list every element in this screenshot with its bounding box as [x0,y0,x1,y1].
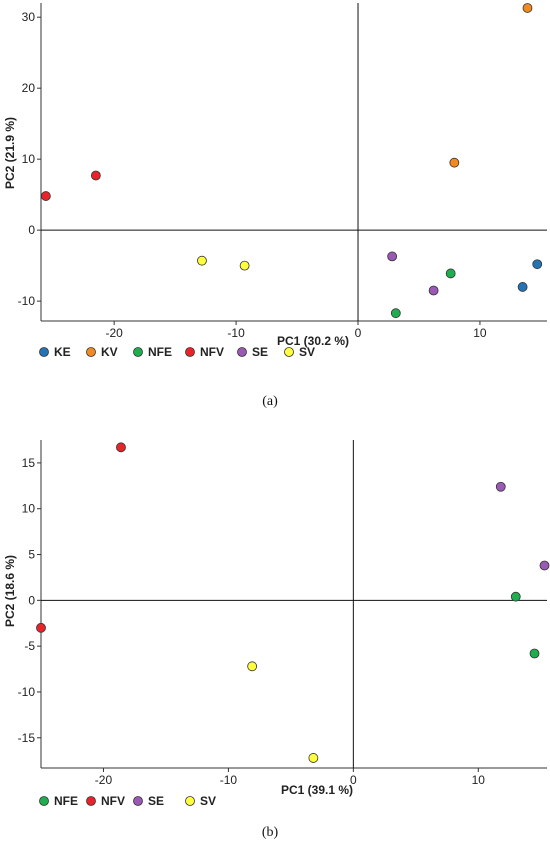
y-tick-label: 0 [28,593,35,607]
legend-item-nfe: NFE [39,794,78,808]
x-axis-title: PC1 (39.1 %) [281,783,353,797]
legend-item-nfv: NFV [185,345,224,359]
y-tick-label: -10 [18,685,36,699]
legend-item-se: SE [133,794,164,808]
data-point-sv [308,753,319,763]
data-point-nfv [116,442,126,453]
legend-label: SE [148,794,164,808]
legend: KE KV NFE NFV SE SV [39,345,315,359]
y-tick-label: -5 [24,639,35,653]
legend-label: NFV [200,345,224,359]
data-point-sv [239,260,250,271]
y-tick-label: -10 [18,294,36,308]
legend-label: SE [252,345,268,359]
y-tick-label: 10 [22,152,36,166]
tick-labels: -20 -10 0 10 -15 -10 -5 0 5 10 15 [18,440,547,787]
legend-label: KE [54,345,71,359]
y-axis-title: PC2 (21.9 %) [3,117,17,189]
x-tick-label: -20 [105,326,123,340]
x-tick-label: 0 [355,326,362,340]
y-tick-label: 15 [22,456,36,470]
legend-item-sv: SV [284,345,315,359]
pca-scatter-panel-a: -20 -10 0 10 -10 0 10 20 30 PC1 (30.2 %) PC2 (21… [3,3,547,409]
legend-marker [284,347,294,357]
data-point-nfe [390,308,401,319]
legend-label: NFV [101,794,125,808]
legend-marker [86,347,96,357]
legend-item-ke: KE [39,345,71,359]
data-point-nfe [510,591,521,602]
data-point-se [387,251,398,262]
legend-marker [237,347,247,357]
x-tick-label: 10 [472,773,486,787]
data-point-nfv [90,170,101,181]
y-tick-label: -15 [18,731,36,745]
data-point-se [428,285,439,296]
data-point-ke [517,282,528,292]
legend-marker [133,796,143,806]
legend-item-se: SE [237,345,268,359]
legend: NFE NFV SE SV [39,794,216,808]
data-point-nfv [36,622,46,633]
data-point-kv [449,157,460,168]
x-tick-label: 10 [473,326,487,340]
legend-label: SV [200,794,216,808]
legend-label: SV [299,345,315,359]
data-point-se [495,481,506,492]
y-tick-label: 5 [28,548,35,562]
y-tick-label: 0 [28,223,35,237]
data-point-nfe [445,268,456,279]
data-point-ke [532,259,543,270]
tick-labels: -20 -10 0 10 -10 0 10 20 30 [18,3,547,340]
legend-item-nfe: NFE [133,345,172,359]
data-point-kv [522,3,533,13]
data-point-sv [197,255,207,266]
legend-marker [185,796,195,806]
y-axis-title: PC2 (18.6 %) [3,555,17,627]
data-point-sv [247,661,258,672]
panel-caption-a: (a) [262,394,278,409]
legend-label: NFE [148,345,172,359]
data-points [36,442,550,763]
x-tick-label: 0 [350,773,357,787]
x-tick-label: -20 [95,773,113,787]
legend-label: NFE [54,794,78,808]
y-tick-label: 10 [22,502,36,516]
legend-item-nfv: NFV [86,794,125,808]
legend-label: KV [101,345,118,359]
legend-item-kv: KV [86,345,118,359]
y-tick-label: 30 [22,10,36,24]
x-axis-title: PC1 (30.2 %) [277,334,349,348]
legend-marker [39,796,49,806]
legend-item-sv: SV [185,794,216,808]
x-tick-label: -10 [227,326,245,340]
x-tick-label: -10 [220,773,238,787]
legend-marker [185,347,195,357]
pca-scatter-panel-b: -20 -10 0 10 -15 -10 -5 0 5 10 15 PC1 (39.1 %) PC2… [3,440,550,840]
legend-marker [133,347,143,357]
data-point-nfv [40,191,51,201]
y-tick-label: 20 [22,81,36,95]
legend-marker [39,347,49,357]
legend-marker [86,796,96,806]
panel-caption-b: (b) [262,825,279,840]
data-points [40,3,543,319]
data-point-nfe [529,648,540,659]
data-point-se [539,560,550,571]
